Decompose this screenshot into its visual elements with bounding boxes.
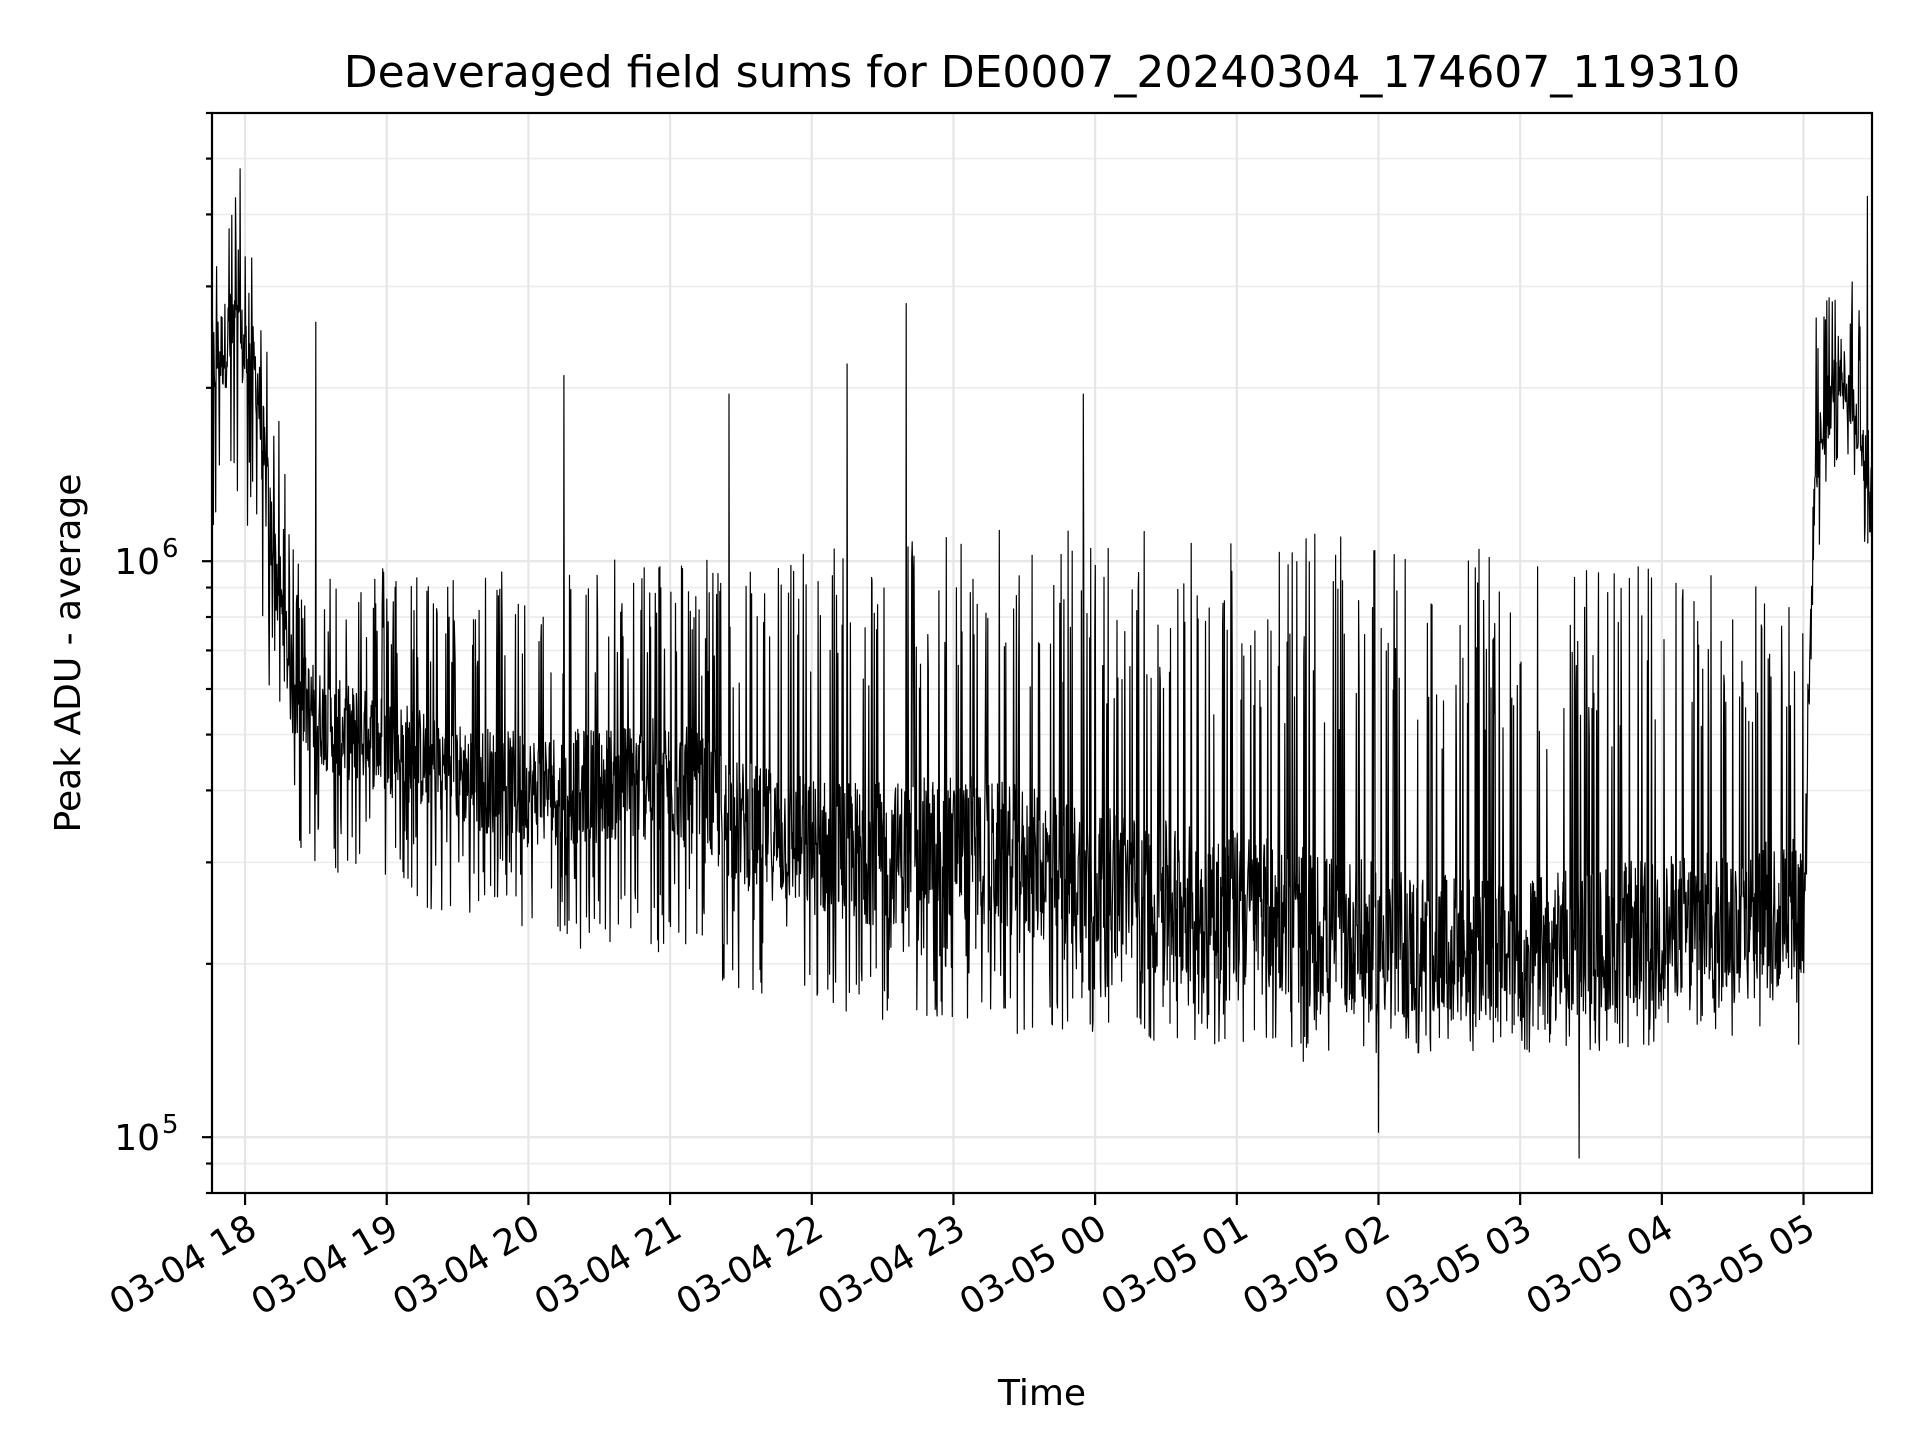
y-tick-label-exponent: 5 bbox=[162, 1110, 179, 1140]
y-tick-label: 10 bbox=[114, 1118, 160, 1159]
y-axis-label: Peak ADU - average bbox=[48, 474, 89, 833]
series-layer bbox=[211, 168, 1873, 1159]
y-tick-label-exponent: 6 bbox=[162, 534, 179, 564]
y-tick-label: 10 bbox=[114, 542, 160, 583]
chart-title: Deaveraged field sums for DE0007_2024030… bbox=[344, 47, 1741, 98]
plot-frame bbox=[210, 111, 1874, 1195]
series-line bbox=[211, 168, 1873, 1159]
x-axis-label: Time bbox=[997, 1373, 1086, 1414]
